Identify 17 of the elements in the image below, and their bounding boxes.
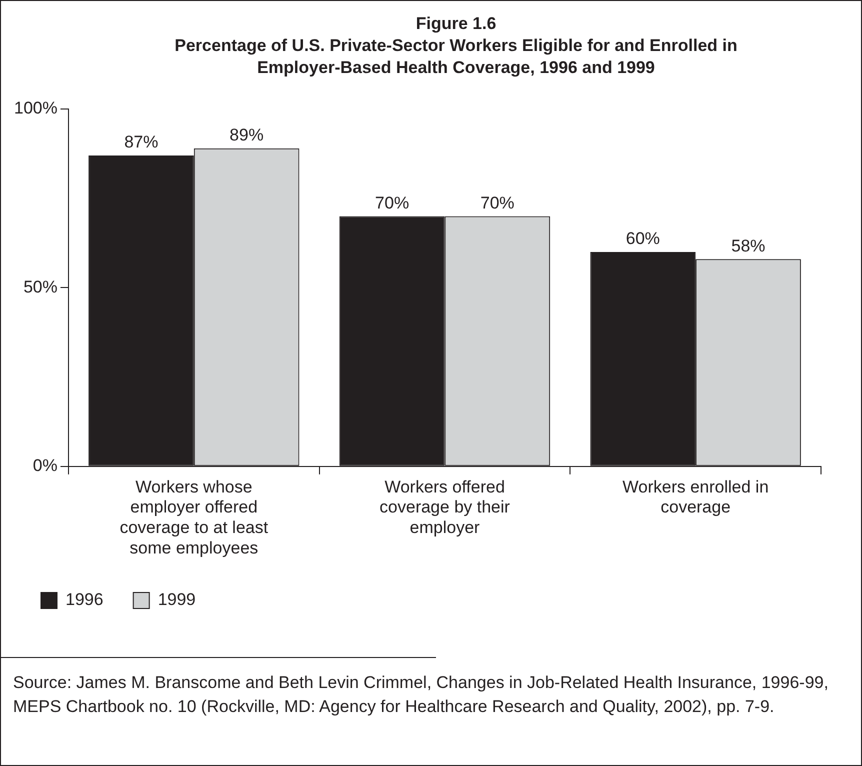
data-label: 70% bbox=[375, 193, 410, 212]
chart-title: Figure 1.6 bbox=[414, 13, 498, 35]
legend-label: 1999 bbox=[158, 590, 196, 610]
y-tick-label: 100% bbox=[14, 98, 58, 118]
x-tick-label: Workers whose employer offered coverage to at least some employees bbox=[120, 477, 268, 558]
y-tick-label: 50% bbox=[23, 277, 58, 296]
data-label: 58% bbox=[731, 236, 766, 256]
data-label: 70% bbox=[480, 193, 514, 212]
legend-label: 1996 bbox=[66, 590, 104, 610]
x-tick-label: Workers offered coverage by their employer bbox=[380, 477, 510, 538]
data-label: 87% bbox=[124, 132, 158, 152]
data-label: 89% bbox=[230, 126, 264, 144]
y-tick-label: 0% bbox=[32, 456, 58, 476]
data-label: 60% bbox=[626, 229, 660, 248]
chart-subtitle: Percentage of U.S. Private-Sector Workers Eligible for and Enrolled in Employer-Based Health Coverage, 1996 and 1999 bbox=[174, 35, 738, 79]
source-note: Source: James M. Branscome and Beth Levin Crimmel, Changes in Job-Related Health Insurance, 1996-99, MEPS Chartbook no. 10 (Rockville, MD: Agency for Healthcare Research and Quality, 2002), pp. 7-9. bbox=[13, 672, 830, 718]
x-tick-label: Workers enrolled in coverage bbox=[622, 477, 769, 517]
